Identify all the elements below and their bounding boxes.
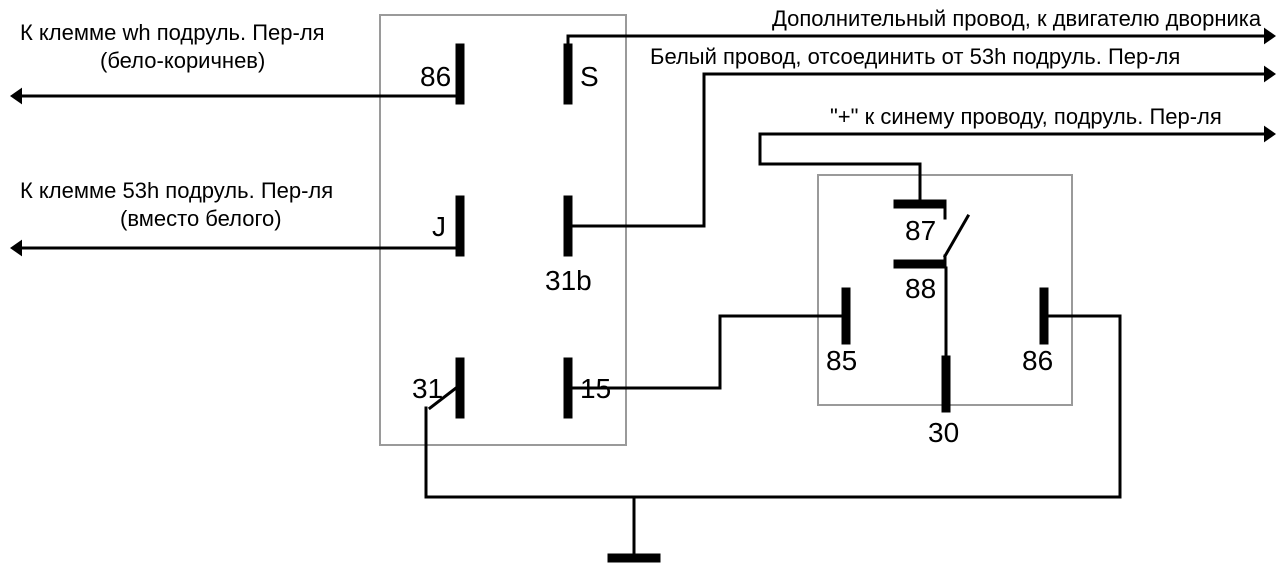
arrow-left-0-head xyxy=(10,88,22,105)
arrow-right-1-head xyxy=(1264,66,1276,83)
terminal-right-86-label: 86 xyxy=(1022,345,1053,376)
arrow-left-0-text-0: К клемме wh подруль. Пер-ля xyxy=(20,20,325,45)
terminal-left-31b-label: 31b xyxy=(545,265,592,296)
arrow-right-2-head xyxy=(1264,126,1276,143)
terminal-left-31-label: 31 xyxy=(412,373,443,404)
arrow-right-0-text-0: Дополнительный провод, к двигателю дворн… xyxy=(772,6,1262,31)
arrow-left-0-text-1: (бело-коричнев) xyxy=(100,48,265,73)
terminal-right-30-label: 30 xyxy=(928,417,959,448)
terminal-left-S-label: S xyxy=(580,61,599,92)
terminal-right-88-label: 88 xyxy=(905,273,936,304)
relay-switch-lever xyxy=(945,216,968,256)
arrow-right-0-head xyxy=(1264,28,1276,45)
terminal-left-J-label: J xyxy=(432,211,446,242)
arrow-left-1-text-0: К клемме 53h подруль. Пер-ля xyxy=(20,178,333,203)
terminal-right-85-label: 85 xyxy=(826,345,857,376)
terminal-right-87-label: 87 xyxy=(905,215,936,246)
terminal-left-86-label: 86 xyxy=(420,61,451,92)
arrow-left-1-text-1: (вместо белого) xyxy=(120,206,282,231)
arrow-right-2-text-0: "+" к синему проводу, подруль. Пер-ля xyxy=(830,104,1222,129)
arrow-right-1-text-0: Белый провод, отсоединить от 53h подруль… xyxy=(650,44,1180,69)
arrow-left-1-head xyxy=(10,240,22,257)
